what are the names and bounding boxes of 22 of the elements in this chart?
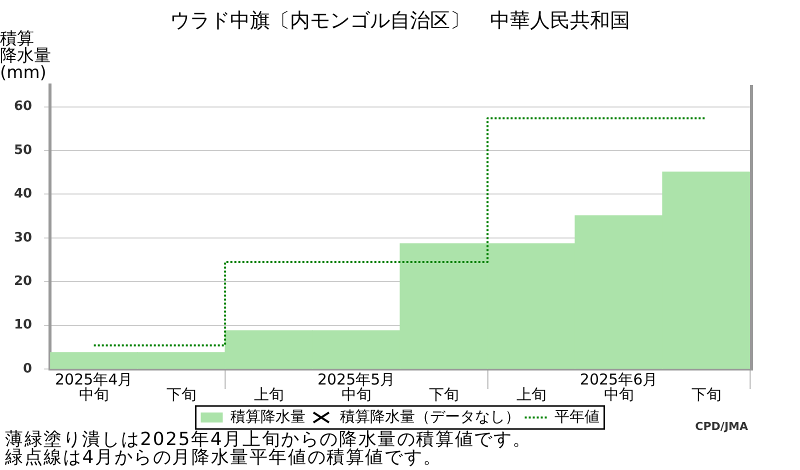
chart-title: ウラド中旗〔内モンゴル自治区〕 中華人民共和国	[170, 8, 630, 32]
legend-label: 積算降水量（データなし）	[340, 407, 520, 426]
x-tick-label: 上旬	[254, 385, 284, 404]
y-tick-label: 60	[14, 99, 32, 114]
legend-label: 積算降水量	[230, 407, 306, 426]
y-tick-label: 10	[14, 318, 32, 333]
text: CPD/JMA	[695, 420, 748, 433]
legend-label: 平年値	[554, 407, 600, 426]
x-tick-label: 2025年6月中旬	[580, 370, 658, 404]
x-tick-label: 2025年4月中旬	[54, 370, 133, 404]
y-tick-label: 50	[14, 142, 32, 158]
x-tick-label: 下旬	[428, 385, 459, 404]
x-tick-label: 上旬	[516, 385, 546, 404]
y-tick-label: 40	[14, 186, 32, 202]
y-tick-label: 30	[14, 230, 32, 246]
x-tick-label: 下旬	[166, 385, 196, 404]
y-tick-label: 0	[23, 361, 32, 376]
y-tick-label: 20	[14, 274, 32, 289]
text: 緑点線は4月からの月降水量平年値の積算値です。	[5, 447, 442, 468]
x-tick-label: 下旬	[691, 385, 722, 404]
x-tick-label: 2025年5月中旬	[317, 370, 396, 404]
y-axis-title: 積算降水量(mm)	[0, 29, 51, 83]
